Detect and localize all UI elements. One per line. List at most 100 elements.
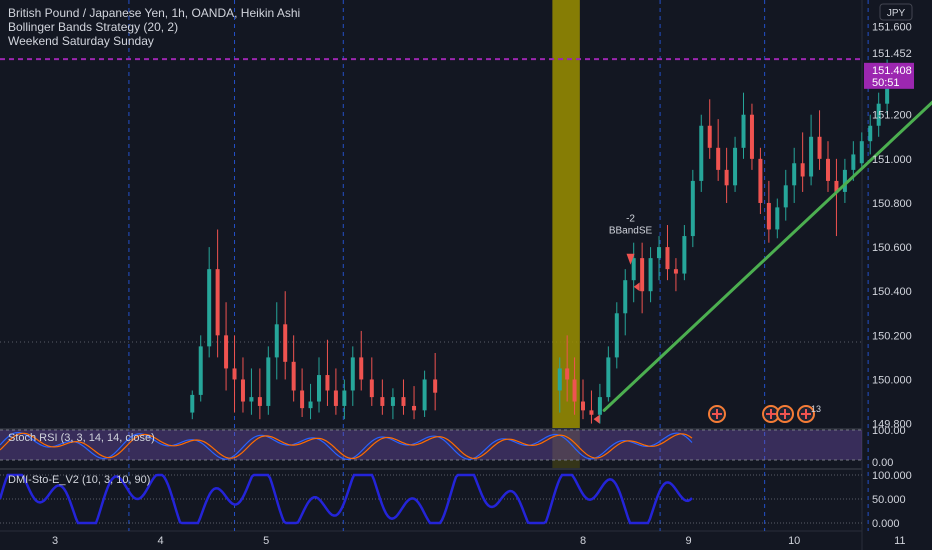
- dmi-tick-label: 0.000: [872, 518, 900, 530]
- candle-bear: [333, 390, 338, 406]
- candle-bull: [597, 397, 602, 415]
- price-badge[interactable]: [864, 62, 914, 89]
- candle-bull: [699, 125, 704, 181]
- time-tick-label: 9: [686, 535, 692, 547]
- time-tick-label: 3: [52, 535, 58, 547]
- candle-bear: [380, 397, 385, 406]
- candle-bear: [581, 401, 585, 411]
- candle-bear: [359, 357, 364, 380]
- currency-button-label: JPY: [887, 8, 906, 19]
- candle-bear: [758, 158, 763, 203]
- candle-bear: [749, 114, 754, 159]
- candle-bull: [876, 103, 881, 126]
- candle-bear: [224, 335, 229, 369]
- candle-bear: [766, 202, 771, 230]
- price-tick-label: 150.400: [872, 286, 912, 298]
- candle-bull: [792, 163, 797, 186]
- stoch-k-line: [0, 431, 693, 461]
- time-tick-label: 8: [580, 535, 586, 547]
- candle-bull: [809, 136, 814, 177]
- candle-bear: [433, 379, 438, 393]
- candle-bull: [350, 357, 355, 391]
- candle-bull: [557, 368, 562, 391]
- candle-bear: [232, 368, 237, 380]
- candle-bull: [317, 375, 321, 402]
- candle-bear: [665, 247, 670, 270]
- candle-bear: [240, 379, 245, 402]
- event-badge-count: 13: [811, 404, 821, 414]
- candle-bull: [606, 357, 611, 398]
- signal-arrow-down: [626, 253, 635, 265]
- candle-bear: [291, 361, 296, 391]
- candle-bull: [308, 401, 313, 409]
- currency-button[interactable]: [879, 3, 913, 21]
- time-tick-label: 5: [263, 535, 269, 547]
- time-tick-label: 11: [894, 535, 905, 547]
- candle-bull: [207, 269, 212, 347]
- price-tick-label: 151.200: [872, 110, 912, 122]
- signal-arrow-left: [633, 282, 640, 292]
- price-badge-price: 151.408: [872, 65, 912, 77]
- stoch-d-line: [0, 432, 693, 460]
- candle-bull: [190, 394, 195, 413]
- stoch-rsi-pane[interactable]: [0, 429, 862, 468]
- dmi-label[interactable]: DMI-Sto-E_V2 (10, 3, 10, 90): [8, 474, 151, 486]
- candle-bull: [741, 114, 746, 148]
- candle-bear: [707, 125, 712, 148]
- candle-bear: [300, 390, 305, 409]
- price-badge-countdown: 50:51: [872, 77, 900, 89]
- legend-weekend[interactable]: Weekend Saturday Sunday: [8, 34, 154, 48]
- candle-bull: [690, 180, 695, 237]
- candle-bear: [257, 397, 262, 406]
- candle-bear: [283, 324, 288, 362]
- candle-bear: [834, 180, 839, 192]
- candle-bear: [412, 405, 417, 411]
- candle-bull: [631, 258, 636, 281]
- price-tick-label: 149.800: [872, 419, 912, 431]
- signal-label: BBandSE: [609, 226, 653, 237]
- candle-bull: [682, 236, 687, 274]
- price-tick-label: 150.800: [872, 198, 912, 210]
- candle-bull: [733, 147, 738, 186]
- legend-bb-strategy[interactable]: Bollinger Bands Strategy (20, 2): [8, 20, 179, 34]
- candle-bull: [859, 141, 864, 164]
- candle-bear: [401, 397, 406, 406]
- candle-bear: [325, 375, 330, 391]
- weekend-band: [552, 0, 580, 428]
- price-tick-label: 151.000: [872, 154, 912, 166]
- dmi-pane[interactable]: [0, 473, 862, 525]
- stoch-tick-label: 100.00: [872, 425, 906, 437]
- candle-bull: [648, 258, 653, 292]
- candle-bear: [369, 379, 374, 398]
- candle-bear: [724, 169, 729, 186]
- candle-bear: [817, 136, 822, 159]
- stoch-tick-label: 0.00: [872, 457, 893, 469]
- legend-symbol[interactable]: British Pound / Japanese Yen, 1h, OANDA,…: [8, 6, 301, 20]
- candle-bull: [657, 247, 662, 259]
- signal-count: -2: [626, 214, 635, 225]
- candle-bull: [198, 346, 203, 395]
- trend-arrow-line[interactable]: [602, 68, 932, 412]
- dmi-tick-label: 50.000: [872, 494, 906, 506]
- stoch-rsi-label[interactable]: Stoch RSI (3, 3, 14, 14, close): [8, 432, 155, 444]
- price-axis[interactable]: 151.600 151.200 151.000 150.800 150.600 150.4…: [864, 3, 914, 530]
- candle-bull: [614, 313, 619, 358]
- candle-bull: [342, 390, 347, 406]
- dmi-line: [0, 473, 693, 525]
- price-tick-label: 150.000: [872, 374, 912, 386]
- dmi-tick-label: 100.000: [872, 470, 912, 482]
- candle-bull: [249, 397, 254, 402]
- price-tick-label: 150.200: [872, 330, 912, 342]
- candle-bear: [565, 368, 570, 380]
- pane-grid: [0, 0, 869, 550]
- candle-bear: [215, 269, 220, 336]
- candle-bull: [842, 169, 847, 192]
- price-tick-label: 151.600: [872, 21, 912, 33]
- candle-bear: [673, 269, 678, 274]
- candle-bull: [274, 324, 279, 358]
- candle-bull: [623, 280, 628, 314]
- time-axis[interactable]: 34589101112: [52, 535, 932, 547]
